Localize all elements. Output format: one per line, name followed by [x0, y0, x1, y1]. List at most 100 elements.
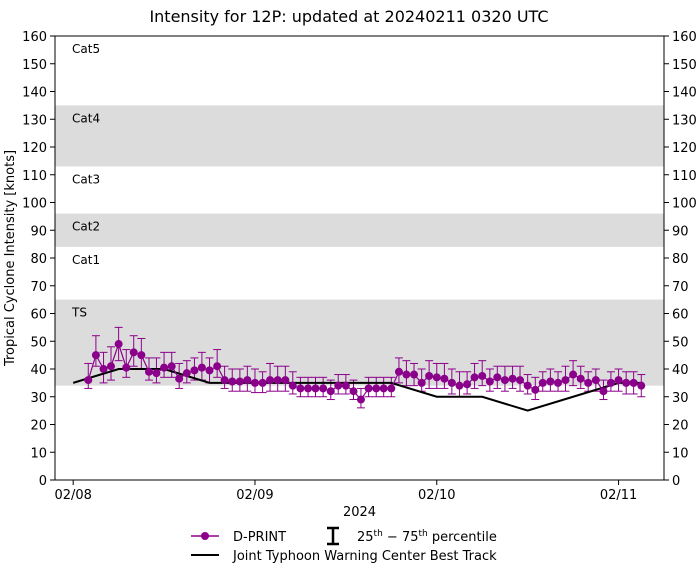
y-tick-label-left: 70	[30, 280, 47, 295]
dprint-point	[182, 369, 191, 378]
dprint-point	[235, 377, 244, 386]
y-tick-label-left: 120	[22, 141, 47, 156]
percentile-errorbar	[122, 349, 131, 378]
dprint-point	[160, 363, 169, 372]
dprint-point	[584, 378, 593, 387]
dprint-point	[288, 381, 297, 390]
y-tick-label-left: 90	[30, 224, 47, 239]
dprint-point	[432, 373, 441, 382]
y-tick-label-left: 130	[22, 113, 47, 128]
dprint-point	[531, 385, 540, 394]
dprint-point	[213, 362, 222, 371]
category-label-ts: TS	[71, 306, 87, 320]
dprint-point	[606, 378, 615, 387]
y-tick-label-left: 50	[30, 335, 47, 350]
dprint-point	[296, 384, 305, 393]
dprint-point	[258, 378, 267, 387]
dprint-point	[144, 367, 153, 376]
plot-frame	[54, 35, 665, 481]
y-tick-label-right: 60	[672, 308, 689, 323]
best-track-series	[72, 368, 642, 412]
dprint-point	[137, 351, 146, 360]
dprint-point	[91, 351, 100, 360]
dprint-point	[599, 387, 608, 396]
dprint-point	[637, 381, 646, 390]
dprint-point	[500, 376, 509, 385]
dprint-point	[250, 378, 259, 387]
dprint-point	[591, 376, 600, 385]
dprint-point	[114, 340, 123, 349]
y-axis-left: 0 10 20 30 40 50 60 70 80 90 100 110 120 130 140 150 160	[22, 30, 55, 489]
dprint-point	[197, 363, 206, 372]
dprint-point	[99, 365, 108, 373]
percentile-errorbar	[91, 335, 100, 367]
dprint-point	[561, 376, 570, 385]
dprint-point	[508, 374, 517, 383]
y-tick-label-left: 10	[30, 446, 47, 461]
dprint-point	[175, 374, 184, 383]
dprint-point	[394, 367, 403, 376]
y-tick-label-left: 140	[22, 86, 47, 101]
category-label-cat5: Cat5	[72, 42, 100, 56]
x-tick-label: 02/09	[236, 488, 273, 503]
dprint-point	[152, 369, 161, 378]
x-tick-label: 02/10	[418, 488, 455, 503]
category-bands	[55, 105, 664, 386]
dprint-point	[622, 378, 631, 387]
y-tick-label-right: 140	[672, 86, 697, 101]
best-track-line	[72, 368, 642, 412]
dprint-point	[470, 373, 479, 382]
y-tick-label-left: 0	[39, 474, 47, 489]
category-label-cat1: Cat1	[72, 253, 100, 267]
y-tick-label-right: 10	[672, 446, 689, 461]
y-tick-label-left: 80	[30, 252, 47, 267]
dprint-point	[243, 376, 252, 385]
y-tick-label-right: 80	[672, 252, 689, 267]
dprint-point	[319, 384, 328, 393]
dprint-point	[311, 384, 320, 393]
category-band-cat4	[55, 105, 664, 167]
dprint-point	[356, 395, 365, 404]
dprint-point	[629, 378, 638, 387]
category-label-cat2: Cat2	[72, 220, 100, 234]
y-tick-label-right: 130	[672, 113, 697, 128]
legend-percentile-label: 25th − 75th percentile	[357, 529, 497, 545]
dprint-point	[485, 377, 494, 386]
dprint-point	[478, 371, 487, 380]
y-tick-label-right: 0	[672, 474, 680, 489]
dprint-point	[122, 363, 131, 372]
y-tick-label-right: 30	[672, 391, 689, 406]
y-tick-label-left: 160	[22, 30, 47, 45]
y-tick-label-left: 20	[30, 419, 47, 434]
dprint-point	[387, 384, 396, 393]
dprint-point	[516, 376, 525, 385]
y-tick-label-left: 60	[30, 308, 47, 323]
x-tick-label: 02/08	[54, 488, 91, 503]
dprint-point	[402, 370, 411, 379]
dprint-point	[228, 377, 237, 386]
dprint-point	[167, 362, 176, 371]
dprint-point	[463, 380, 472, 389]
legend-dprint-marker	[201, 532, 209, 540]
y-tick-label-right: 110	[672, 169, 697, 184]
dprint-series	[84, 340, 646, 404]
category-label-cat4: Cat4	[72, 111, 100, 125]
dprint-point	[372, 384, 381, 393]
y-tick-label-left: 100	[22, 197, 47, 212]
y-tick-label-left: 110	[22, 169, 47, 184]
dprint-point	[455, 381, 464, 390]
dprint-point	[546, 377, 555, 386]
dprint-point	[190, 366, 199, 375]
dprint-point	[281, 376, 290, 385]
y-tick-label-left: 150	[22, 58, 47, 73]
dprint-point	[417, 378, 426, 387]
dprint-point	[410, 370, 419, 379]
percentile-errorbar	[84, 362, 93, 389]
dprint-point	[440, 374, 449, 383]
category-label-cat3: Cat3	[72, 172, 100, 186]
dprint-point	[273, 376, 282, 385]
dprint-point	[569, 370, 578, 379]
dprint-point	[425, 371, 434, 380]
x-axis: 02/08 02/09 02/10 02/11	[54, 480, 637, 503]
